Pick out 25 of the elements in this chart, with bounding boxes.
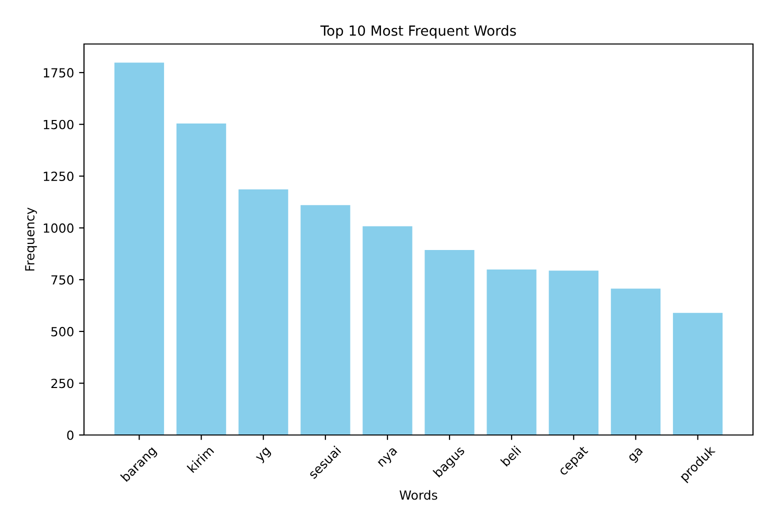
x-tick-label: beli: [500, 446, 522, 467]
y-tick-label: 1750: [44, 68, 74, 78]
y-tick-label: 1250: [44, 172, 74, 182]
bar: [486, 270, 536, 435]
bar: [610, 288, 661, 435]
bar: [672, 312, 723, 435]
x-tick-label: yg: [256, 447, 272, 464]
bar: [176, 124, 226, 435]
x-tick-label: nya: [378, 447, 400, 469]
chart-title: Top 10 Most Frequent Words: [320, 25, 516, 39]
y-tick-label: 500: [51, 326, 74, 336]
y-axis-title: Frequency: [25, 208, 37, 271]
x-tick-label: ga: [628, 447, 645, 464]
y-tick-label: 1000: [44, 223, 74, 233]
y-tick-label: 1500: [44, 120, 74, 130]
x-axis-title: Words: [400, 490, 438, 500]
bar: [362, 226, 412, 435]
bar: [238, 189, 288, 435]
y-tick-label: 0: [67, 430, 74, 440]
bar: [114, 62, 164, 435]
bar: [548, 270, 598, 435]
bar: [300, 205, 350, 435]
bar: [424, 250, 474, 435]
y-tick-label: 750: [51, 275, 74, 285]
y-tick-label: 250: [51, 378, 74, 388]
